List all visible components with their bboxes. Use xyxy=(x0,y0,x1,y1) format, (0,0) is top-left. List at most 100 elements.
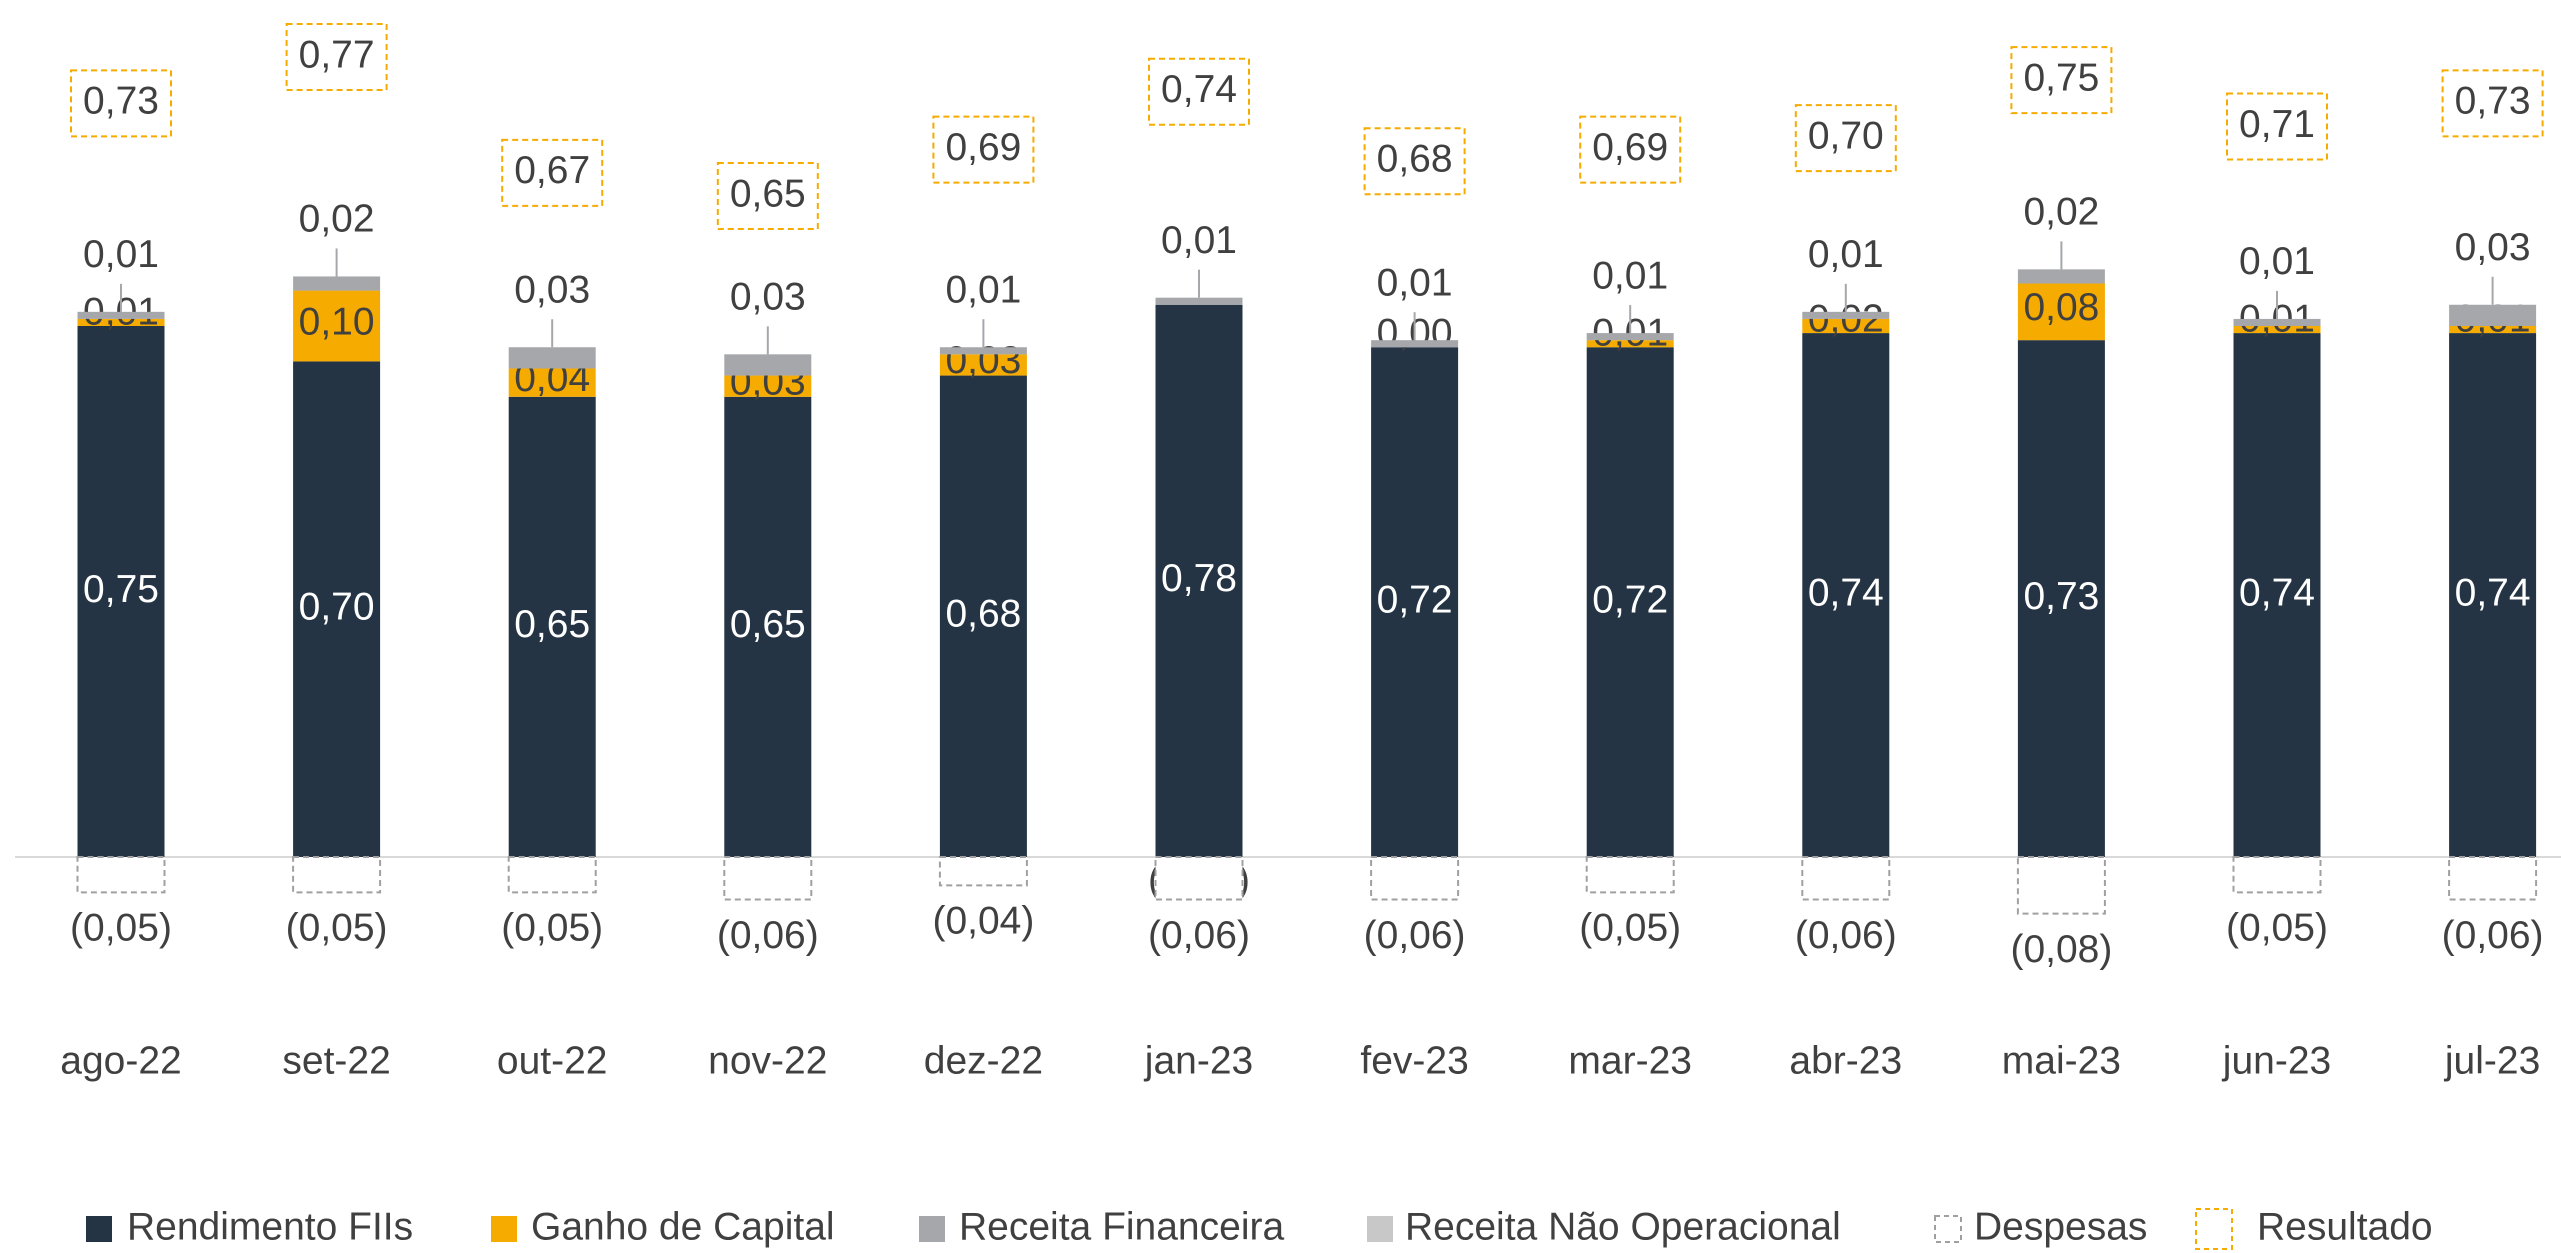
data-label: 0,72 xyxy=(1592,578,1668,621)
data-label: 0,74 xyxy=(2239,571,2315,614)
data-label: (0,05) xyxy=(1579,907,1681,950)
data-label: 0,01 xyxy=(1808,233,1884,276)
result-box xyxy=(932,115,1035,184)
data-label: 0,65 xyxy=(730,603,806,646)
bar-segment xyxy=(2448,856,2538,901)
bar-segment xyxy=(724,354,812,376)
data-label: 0,01 xyxy=(1161,219,1237,262)
legend-swatch xyxy=(1934,1215,1962,1243)
bar-segment xyxy=(939,347,1027,355)
bar-segment xyxy=(293,276,381,291)
result-box xyxy=(285,23,388,91)
data-label: 0,01 xyxy=(1592,254,1668,297)
data-label: 0,74 xyxy=(2455,571,2531,614)
data-label: (0,05) xyxy=(2226,907,2328,950)
bar-segment xyxy=(939,354,1027,376)
x-tick-label: jan-23 xyxy=(1144,1039,1253,1082)
x-tick-label: dez-22 xyxy=(924,1039,1043,1082)
bar-segment xyxy=(1155,304,1243,857)
data-label: 0,03 xyxy=(730,276,806,319)
data-label: (0,04) xyxy=(932,900,1034,943)
data-label: 0,74 xyxy=(1808,571,1884,614)
bar-segment xyxy=(1802,318,1890,334)
result-box xyxy=(1579,115,1682,184)
x-tick-label: jun-23 xyxy=(2222,1039,2331,1082)
data-label: 0,01 xyxy=(1377,261,1453,304)
data-label: (0,05) xyxy=(70,907,172,950)
legend-label: Rendimento FIIs xyxy=(127,1205,413,1248)
data-label: (0,06) xyxy=(1364,914,1466,957)
result-box xyxy=(1363,127,1466,196)
bar-segment xyxy=(723,856,813,901)
bar-segment xyxy=(508,347,596,369)
bar-segment xyxy=(2449,333,2537,858)
data-label: 0,69 xyxy=(1592,126,1668,169)
result-box xyxy=(70,69,172,138)
result-box xyxy=(2010,46,2113,115)
legend-label: Despesas xyxy=(1974,1205,2147,1248)
x-tick-label: nov-22 xyxy=(708,1039,827,1082)
bar-segment xyxy=(1371,340,1459,348)
bar-segment xyxy=(507,856,597,894)
x-tick-label: ago-22 xyxy=(60,1039,181,1082)
data-label: (0,06) xyxy=(717,914,819,957)
bar-segment xyxy=(293,290,381,362)
data-label: 0,03 xyxy=(2455,226,2531,269)
bar-segment xyxy=(2233,333,2321,858)
bar-segment xyxy=(1585,856,1675,894)
data-label: 0,75 xyxy=(83,568,159,611)
bar-segment xyxy=(1802,333,1890,858)
bar-segment xyxy=(939,375,1027,857)
bar-segment xyxy=(77,318,165,326)
bar-segment xyxy=(293,361,381,857)
result-box xyxy=(2226,92,2328,161)
legend-label: Receita Não Operacional xyxy=(1405,1205,1841,1248)
data-label: 0,74 xyxy=(1161,68,1237,111)
data-label: (0,05) xyxy=(286,907,388,950)
data-label: 0,73 xyxy=(83,80,159,123)
data-label: 0,78 xyxy=(1161,557,1237,600)
data-label: 0,73 xyxy=(2455,80,2531,123)
bar-segment xyxy=(724,375,812,397)
bar-segment xyxy=(1586,340,1674,348)
bar-segment xyxy=(2232,856,2322,894)
bar-segment xyxy=(508,368,596,397)
bar-segment xyxy=(1154,856,1244,901)
data-label: 0,73 xyxy=(2023,575,2099,618)
legend-swatch xyxy=(2195,1208,2233,1250)
result-box xyxy=(1794,104,1897,173)
data-label: (0,06) xyxy=(1795,914,1897,957)
bar-segment xyxy=(1586,347,1674,857)
data-label: 0,71 xyxy=(2239,103,2315,146)
legend-label: Resultado xyxy=(2257,1205,2433,1248)
data-label: 0,68 xyxy=(1377,138,1453,181)
data-label: 0,10 xyxy=(299,300,375,343)
data-label: 0,02 xyxy=(299,198,375,241)
bar-segment xyxy=(2017,340,2105,857)
bar-segment xyxy=(1801,856,1891,901)
bar-segment xyxy=(1370,856,1460,901)
x-tick-label: abr-23 xyxy=(1789,1039,1902,1082)
bar-segment xyxy=(292,856,382,894)
bar-segment xyxy=(938,856,1028,887)
bar-segment xyxy=(2233,326,2321,334)
legend-label: Ganho de Capital xyxy=(531,1205,835,1248)
data-label: 0,65 xyxy=(730,172,806,215)
bar-segment xyxy=(2449,304,2537,326)
bar-segment xyxy=(1586,333,1674,341)
result-box xyxy=(501,138,604,207)
data-label: 0,69 xyxy=(945,126,1021,169)
data-label: 0,70 xyxy=(299,585,375,628)
data-label: 0,75 xyxy=(2023,56,2099,99)
bar-segment xyxy=(508,396,596,857)
bar-segment xyxy=(724,396,812,857)
bar-segment xyxy=(77,326,165,857)
data-label: 0,01 xyxy=(83,233,159,276)
result-box xyxy=(1148,57,1250,126)
legend-swatch xyxy=(919,1216,945,1242)
x-tick-label: fev-23 xyxy=(1360,1039,1468,1082)
data-label: 0,72 xyxy=(1377,578,1453,621)
bar-segment xyxy=(1802,311,1890,319)
bar-segment xyxy=(2449,326,2537,334)
